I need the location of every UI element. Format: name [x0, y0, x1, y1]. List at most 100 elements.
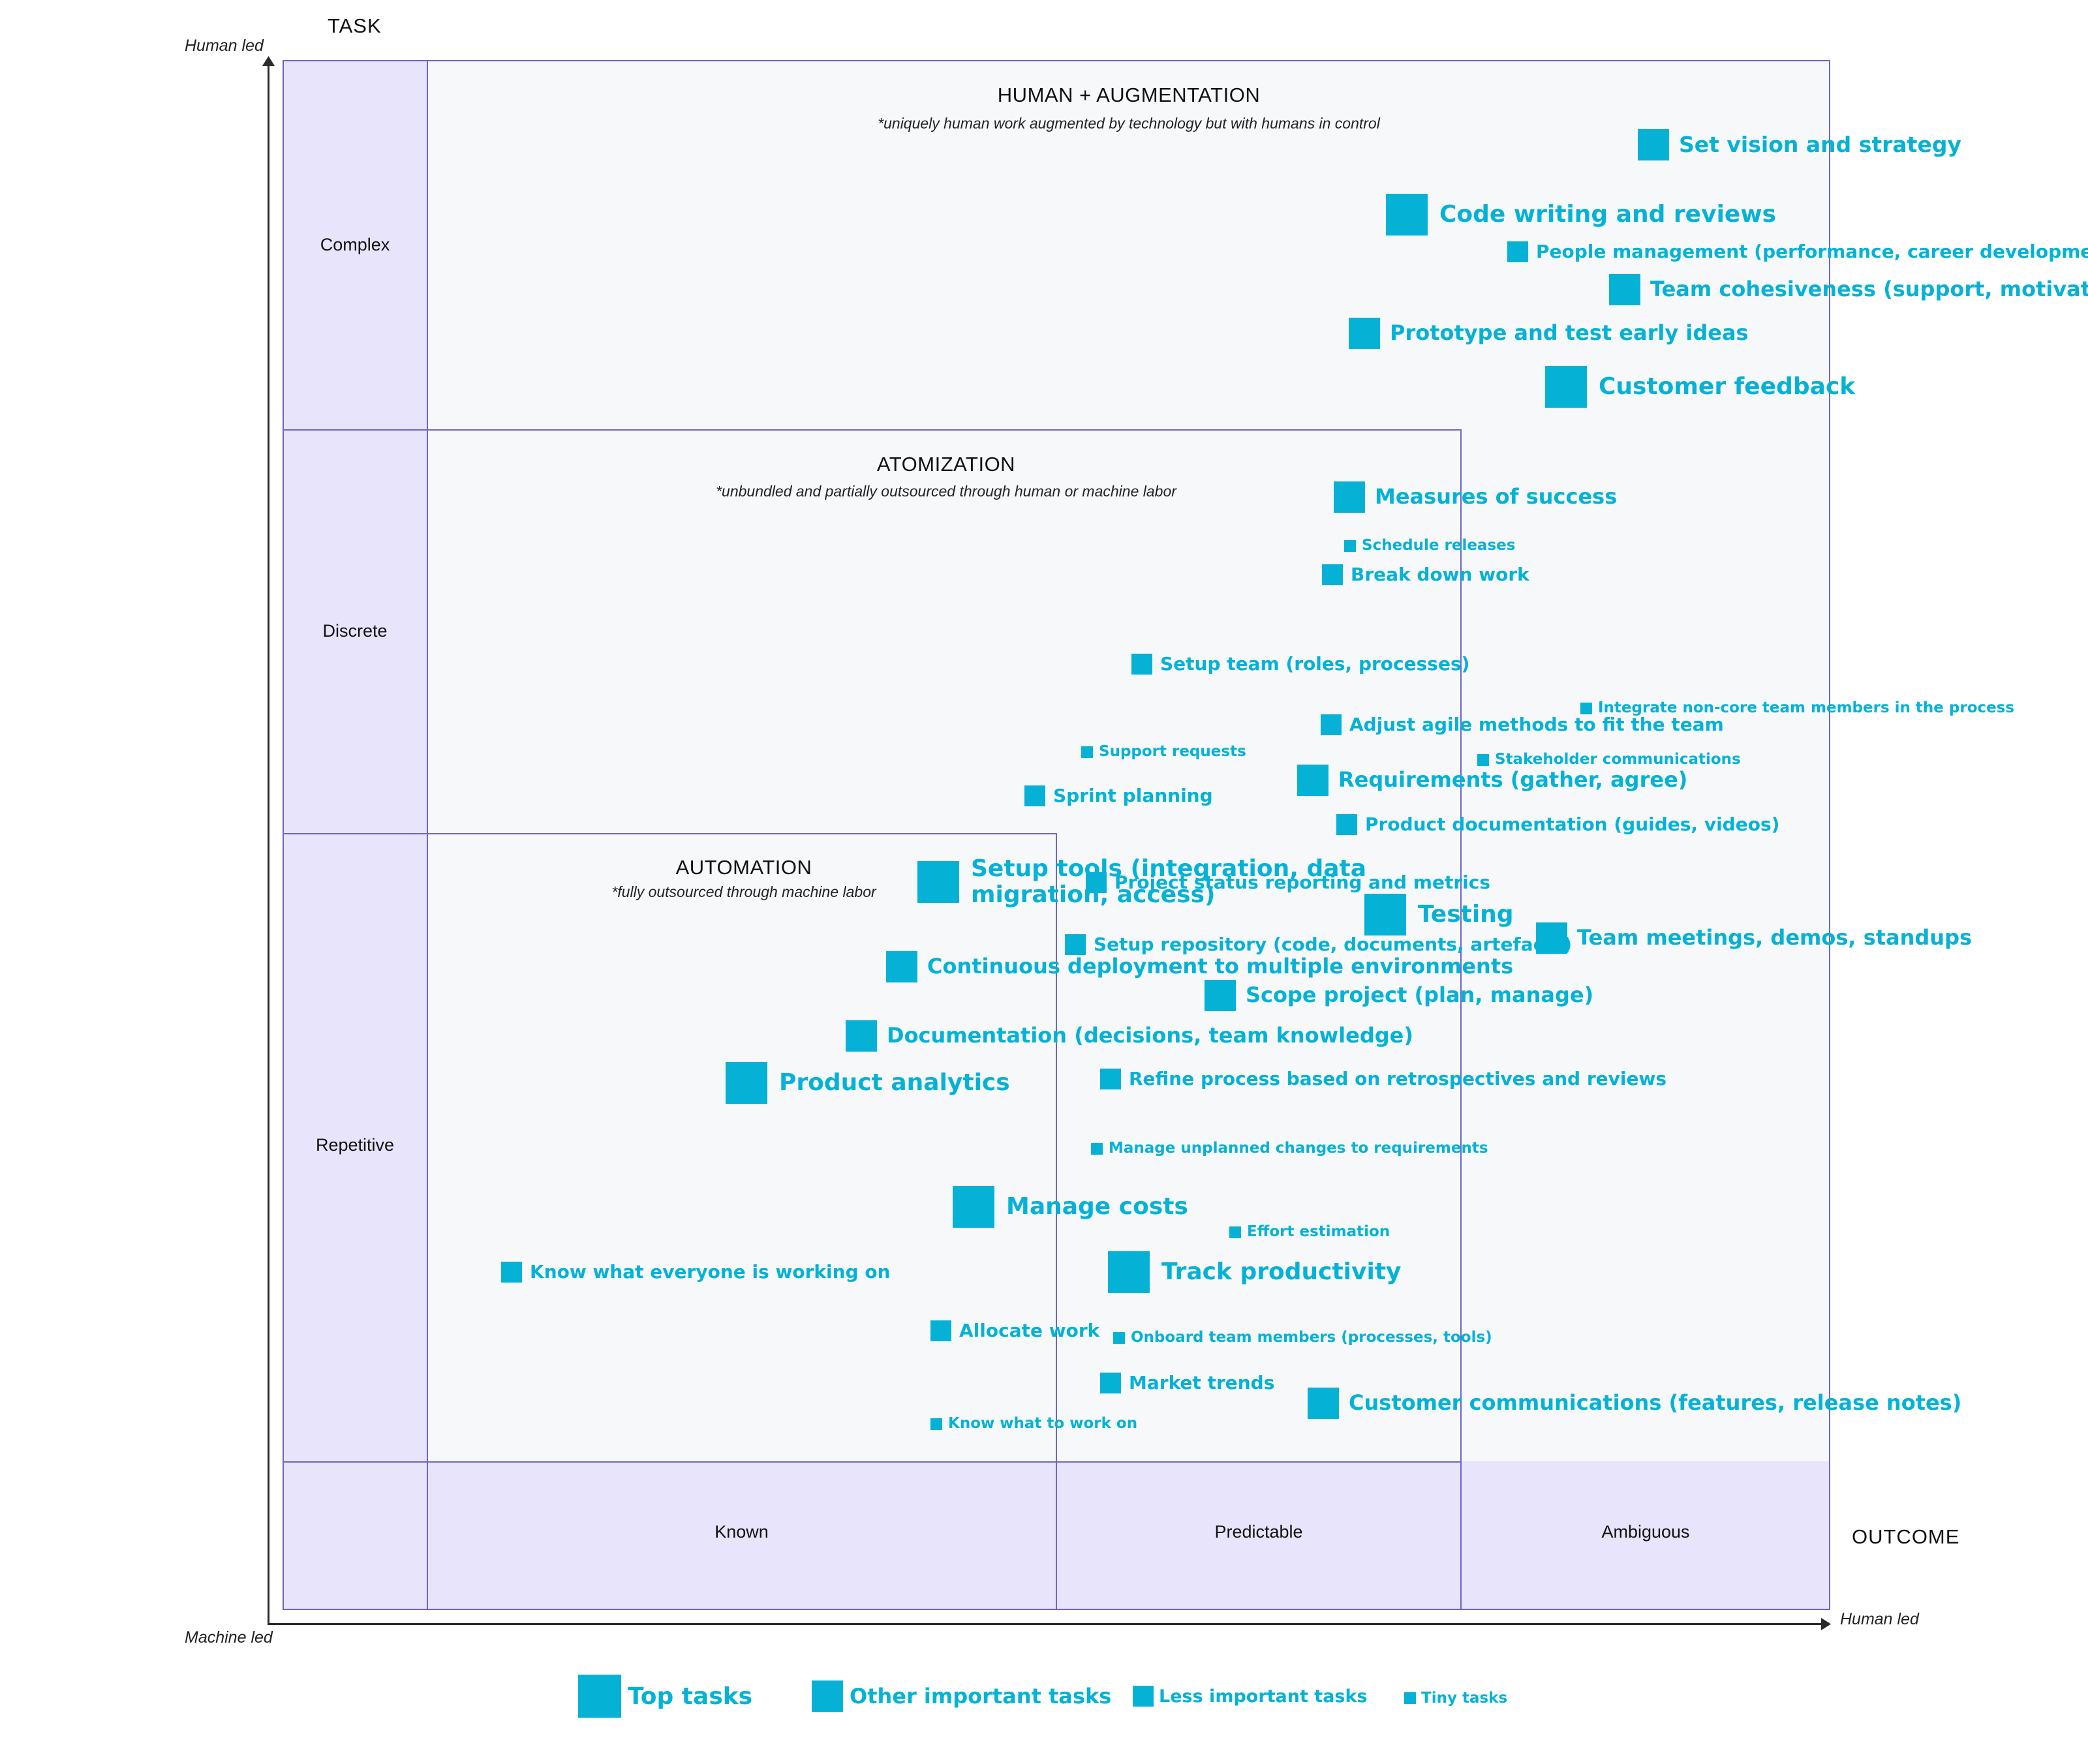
task-marker — [1344, 540, 1356, 552]
task-label: Product analytics — [779, 1069, 1010, 1096]
task-less: Know what everyone is working on — [501, 1262, 891, 1283]
task-marker — [1229, 1226, 1241, 1238]
task-label: Track productivity — [1161, 1258, 1402, 1285]
task-marker — [1507, 241, 1528, 262]
task-marker — [1308, 1388, 1339, 1419]
task-label: Refine process based on retrospectives a… — [1129, 1068, 1666, 1090]
task-top: Code writing and reviews — [1386, 194, 1776, 236]
task-top: Customer feedback — [1545, 366, 1855, 408]
task-marker — [1131, 654, 1152, 675]
task-tiny: Schedule releases — [1344, 537, 1515, 555]
row-label-repetitive: Repetitive — [315, 1135, 395, 1155]
task-top: Setup tools (integration, data migration… — [917, 855, 1441, 909]
task-label: Onboard team members (processes, tools) — [1131, 1329, 1492, 1346]
task-marker — [930, 1320, 951, 1341]
y-axis-top-label: Human led — [185, 37, 264, 55]
legend-tiny: Tiny tasks — [1404, 1690, 1507, 1707]
task-less: Setup repository (code, documents, artef… — [1065, 934, 1572, 955]
legend-other-swatch — [812, 1680, 843, 1712]
task-label: Setup tools (integration, data migration… — [971, 855, 1367, 909]
x-axis-right-label: Human led — [1840, 1610, 1919, 1628]
row-label-complex: Complex — [320, 235, 390, 254]
task-marker — [1321, 714, 1342, 735]
task-label: Scope project (plan, manage) — [1246, 982, 1594, 1008]
task-marker — [1100, 1373, 1121, 1393]
task-other: Team meetings, demos, standups — [1536, 922, 1972, 954]
task-tiny: Effort estimation — [1229, 1223, 1390, 1241]
task-marker — [1081, 746, 1093, 758]
task-label: Manage costs — [1006, 1193, 1188, 1220]
task-label: Manage unplanned changes to requirements — [1109, 1140, 1488, 1157]
task-less: Sprint planning — [1024, 785, 1213, 806]
task-less: People management (performance, career d… — [1507, 241, 2088, 262]
task-other: Scope project (plan, manage) — [1205, 980, 1593, 1011]
column-label-predictable: Predictable — [1214, 1522, 1303, 1542]
task-marker — [1205, 980, 1236, 1011]
task-marker — [1386, 194, 1428, 236]
task-label: Setup team (roles, processes) — [1160, 653, 1470, 675]
column-divider-known — [1056, 1461, 1057, 1610]
task-marker — [1065, 934, 1086, 955]
task-label: Measures of success — [1375, 484, 1618, 509]
task-label: Integrate non-core team members in the p… — [1598, 699, 2015, 716]
y-axis-title: TASK — [328, 14, 382, 37]
task-tiny: Stakeholder communications — [1477, 751, 1741, 768]
atomization-note: *unbundled and partially outsourced thro… — [716, 483, 1176, 500]
task-other: Documentation (decisions, team knowledge… — [846, 1020, 1413, 1052]
task-marker — [501, 1262, 522, 1283]
task-label: Testing — [1418, 900, 1514, 928]
task-label: Customer feedback — [1599, 373, 1856, 400]
task-label: Documentation (decisions, team knowledge… — [887, 1023, 1413, 1048]
task-marker — [917, 861, 959, 904]
task-marker — [1638, 129, 1669, 160]
task-less: Adjust agile methods to fit the team — [1321, 714, 1724, 735]
task-marker — [1477, 753, 1489, 766]
legend-tiny-swatch — [1404, 1692, 1416, 1704]
task-marker — [846, 1020, 877, 1052]
task-other: Measures of success — [1334, 481, 1617, 513]
task-less: Setup team (roles, processes) — [1131, 654, 1469, 675]
task-label: Allocate work — [959, 1320, 1100, 1342]
task-label: Set vision and strategy — [1679, 131, 1961, 157]
x-axis — [268, 1623, 1823, 1625]
task-other: Set vision and strategy — [1638, 129, 1961, 160]
task-top: Manage costs — [953, 1186, 1188, 1228]
task-marker — [1113, 1331, 1125, 1344]
legend-less: Less important tasks — [1133, 1686, 1368, 1707]
task-marker — [1108, 1251, 1150, 1293]
column-label-known: Known — [714, 1522, 769, 1542]
task-top: Testing — [1364, 894, 1514, 935]
task-marker — [1349, 318, 1380, 349]
task-tiny: Manage unplanned changes to requirements — [1091, 1140, 1488, 1157]
task-label: Effort estimation — [1247, 1223, 1390, 1240]
task-less: Product documentation (guides, videos) — [1336, 814, 1779, 835]
task-marker — [1091, 1142, 1103, 1155]
task-top: Track productivity — [1108, 1251, 1402, 1293]
task-label: Break down work — [1351, 564, 1529, 586]
task-label: Continuous deployment to multiple enviro… — [927, 954, 1514, 979]
x-axis-title: OUTCOME — [1852, 1525, 1960, 1548]
legend-tiny-label: Tiny tasks — [1421, 1690, 1508, 1707]
task-marker — [1545, 366, 1587, 408]
task-label: Requirements (gather, agree) — [1338, 767, 1688, 793]
task-marker — [1334, 481, 1365, 513]
task-label: Code writing and reviews — [1439, 200, 1777, 228]
task-marker — [930, 1418, 942, 1430]
legend-other-label: Other important tasks — [850, 1684, 1112, 1709]
task-label: Adjust agile methods to fit the team — [1349, 714, 1724, 736]
task-label: Sprint planning — [1053, 785, 1213, 807]
task-label: Know what to work on — [948, 1415, 1138, 1432]
task-less: Break down work — [1322, 564, 1529, 585]
task-other: Customer communications (features, relea… — [1308, 1388, 1961, 1419]
task-label: Support requests — [1099, 743, 1246, 760]
task-marker — [1024, 785, 1045, 806]
task-marker — [1100, 1069, 1121, 1089]
task-marker — [886, 951, 917, 982]
task-other: Continuous deployment to multiple enviro… — [886, 951, 1513, 982]
task-label: Product documentation (guides, videos) — [1365, 814, 1780, 836]
task-marker — [1322, 564, 1343, 585]
task-marker — [1536, 922, 1567, 954]
task-label: Know what everyone is working on — [530, 1261, 891, 1283]
legend-less-swatch — [1133, 1686, 1154, 1707]
legend-less-label: Less important tasks — [1159, 1686, 1368, 1707]
